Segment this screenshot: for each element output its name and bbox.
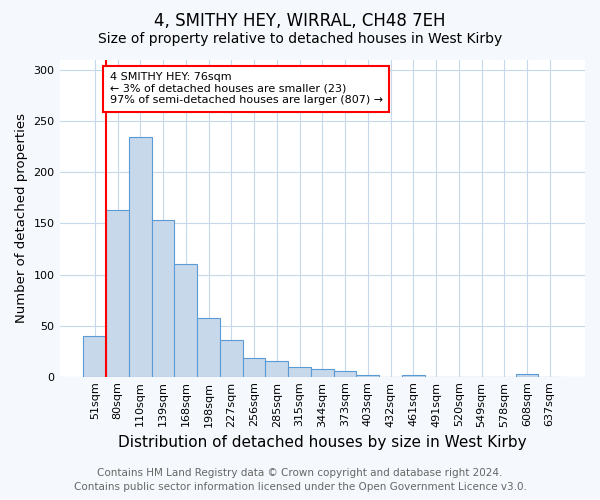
Bar [288, 368, 311, 376]
Bar [129, 136, 152, 376]
Bar [83, 336, 106, 376]
Bar [220, 340, 242, 376]
Bar [175, 264, 197, 376]
Bar [311, 368, 334, 376]
Bar [515, 374, 538, 376]
Bar [152, 220, 175, 376]
Bar [402, 374, 425, 376]
Text: Size of property relative to detached houses in West Kirby: Size of property relative to detached ho… [98, 32, 502, 46]
Bar [197, 318, 220, 376]
Y-axis label: Number of detached properties: Number of detached properties [15, 114, 28, 324]
Bar [242, 358, 265, 376]
Bar [265, 362, 288, 376]
Bar [356, 374, 379, 376]
Bar [334, 370, 356, 376]
Bar [106, 210, 129, 376]
Text: 4 SMITHY HEY: 76sqm
← 3% of detached houses are smaller (23)
97% of semi-detache: 4 SMITHY HEY: 76sqm ← 3% of detached hou… [110, 72, 383, 106]
X-axis label: Distribution of detached houses by size in West Kirby: Distribution of detached houses by size … [118, 435, 527, 450]
Text: Contains HM Land Registry data © Crown copyright and database right 2024.
Contai: Contains HM Land Registry data © Crown c… [74, 468, 526, 492]
Text: 4, SMITHY HEY, WIRRAL, CH48 7EH: 4, SMITHY HEY, WIRRAL, CH48 7EH [154, 12, 446, 30]
